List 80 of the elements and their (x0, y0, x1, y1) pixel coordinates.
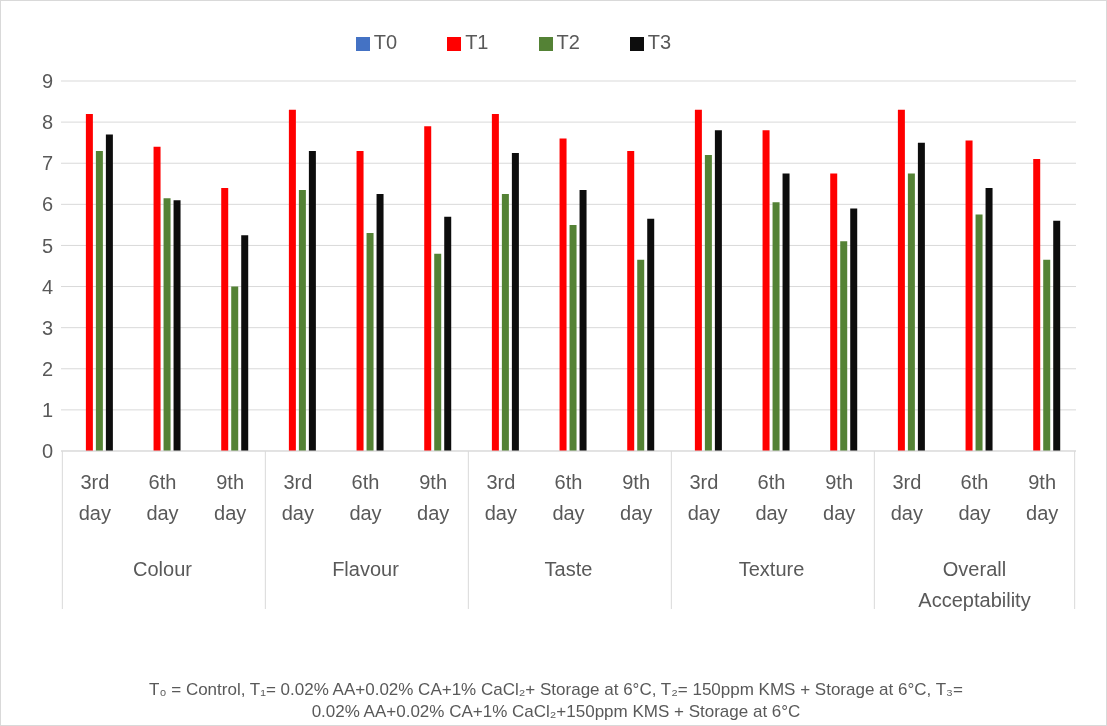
x-tick-label: 9th day (214, 471, 247, 524)
text: Texture (738, 558, 805, 580)
bar (579, 189, 587, 451)
x-tick-label: 3rd day (78, 471, 111, 524)
bar (1043, 259, 1051, 451)
bar (1053, 220, 1061, 451)
bar (772, 202, 780, 451)
bar (221, 187, 229, 451)
bar (840, 241, 848, 451)
bar (627, 150, 635, 451)
text: T₀ = Control, T₁= 0.02% AA+0.02% CA+1% CaCl₂+ Storage at 6°C, T₂= 150ppm KMS + Storage at 6°C, T₃= 0.02% AA+0.02% CA+1% CaCl₂+150ppm KMS + Storage at 6°C (148, 679, 964, 723)
bar (376, 194, 384, 451)
bar (173, 200, 181, 451)
bar (511, 152, 519, 451)
bar (559, 138, 567, 451)
bar (965, 140, 973, 451)
bar (424, 126, 432, 451)
bar (231, 286, 239, 451)
bar (163, 198, 171, 451)
bar (444, 216, 452, 451)
y-tick-label: 8 (41, 111, 53, 134)
y-tick-label: 4 (41, 275, 53, 298)
y-tick-label: 2 (41, 357, 53, 380)
bar (830, 173, 838, 451)
bar (105, 134, 113, 451)
text: Taste (544, 558, 593, 580)
bar (153, 146, 161, 451)
y-tick-label: 7 (41, 152, 53, 175)
x-tick-label: 3rd day (687, 471, 720, 524)
x-tick-label: 9th day (417, 471, 450, 524)
bar (366, 233, 374, 451)
bar (356, 150, 364, 451)
text: Flavour (332, 558, 400, 580)
bar (491, 113, 499, 451)
y-tick-label: 6 (41, 193, 53, 216)
bar (782, 173, 790, 451)
legend-label: T2 (556, 31, 580, 53)
bar (850, 208, 858, 451)
text: Colour (133, 558, 193, 580)
bar (288, 109, 296, 451)
bar (897, 109, 905, 451)
text: Overall Acceptability (918, 558, 1031, 611)
legend-label: T3 (647, 31, 672, 53)
bar (647, 218, 655, 451)
bar (975, 214, 983, 451)
legend-label: T1 (465, 31, 489, 53)
bar (714, 130, 722, 451)
x-tick-label: 9th day (1026, 471, 1059, 524)
bar (298, 189, 306, 451)
bar (85, 113, 93, 451)
x-tick-label: 6th day (349, 471, 382, 524)
y-tick-label: 3 (41, 316, 53, 339)
bar (1033, 159, 1041, 451)
x-tick-label: 6th day (146, 471, 179, 524)
bar (308, 150, 316, 451)
x-tick-label: 6th day (958, 471, 991, 524)
y-tick-label: 0 (41, 440, 53, 463)
y-tick-label: 5 (41, 234, 53, 257)
y-tick-label: 9 (41, 70, 53, 93)
legend-label: T0 (373, 31, 398, 53)
bar (241, 235, 249, 451)
bar (762, 130, 770, 451)
bar (569, 224, 577, 451)
bar (501, 194, 509, 451)
bar (95, 150, 103, 451)
x-tick-label: 9th day (620, 471, 653, 524)
bar (434, 253, 442, 451)
bar (704, 155, 712, 451)
bar (907, 173, 915, 451)
bar (917, 142, 925, 451)
x-tick-label: 3rd day (484, 471, 517, 524)
bar (637, 259, 645, 451)
x-tick-label: 3rd day (890, 471, 923, 524)
x-tick-label: 6th day (552, 471, 585, 524)
x-tick-label: 9th day (823, 471, 856, 524)
x-tick-label: 3rd day (281, 471, 314, 524)
bar (985, 187, 993, 451)
x-tick-label: 6th day (755, 471, 788, 524)
y-tick-label: 1 (41, 398, 53, 421)
bar (694, 109, 702, 451)
